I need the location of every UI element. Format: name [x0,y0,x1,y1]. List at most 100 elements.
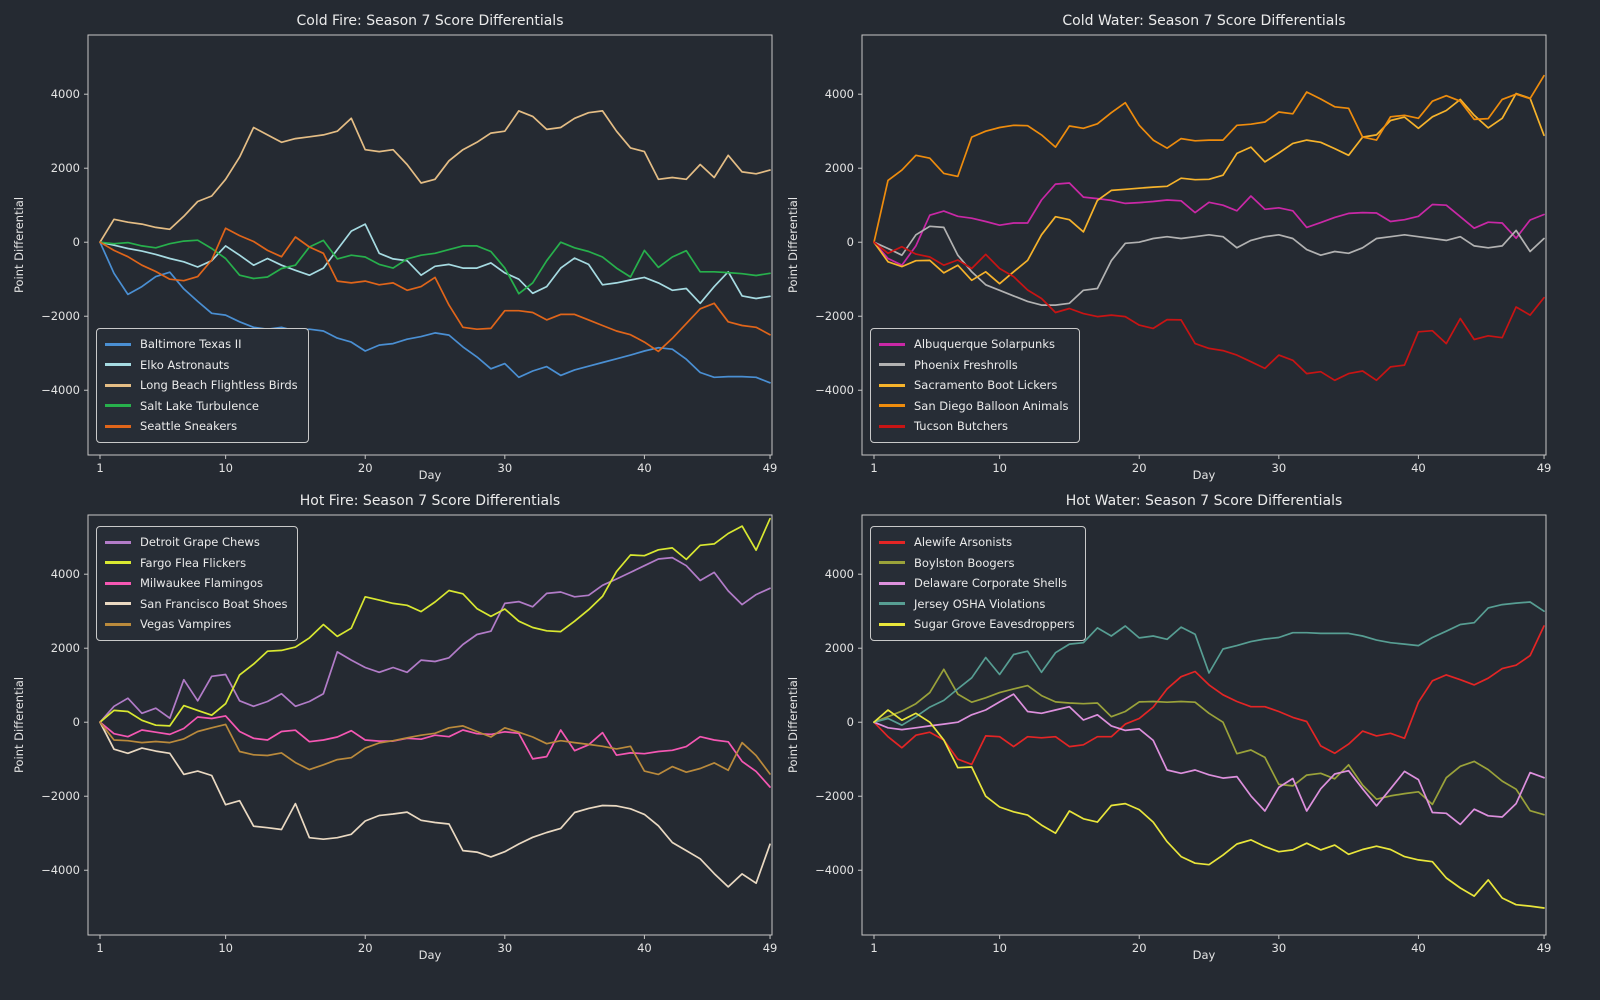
legend-item: Elko Astronauts [105,355,298,376]
subplot: 1 10 20 30 40 49 −4000 −2000 0 2000 4000 [41,514,778,955]
y-tick-label: −2000 [815,309,854,323]
series-line [873,92,1545,285]
legend-item: Milwaukee Flamingos [105,573,287,594]
x-tick-label: 40 [1411,941,1426,955]
y-tick-label: 2000 [51,161,80,175]
subplot: 1 10 20 30 40 49 −4000 −2000 0 2000 4000 [41,34,778,475]
legend-swatch [879,540,905,544]
axes-frame [87,514,773,936]
y-axis-label: Point Differential [12,676,26,774]
legend-label: Long Beach Flightless Birds [140,378,298,393]
legend-swatch [105,404,131,408]
y-tick-label: −4000 [41,383,80,397]
legend-item: Salt Lake Turbulence [105,396,298,417]
x-tick-label: 49 [1537,461,1552,475]
x-tick-label: 1 [870,461,877,475]
legend-cold-fire: Baltimore Texas II Elko Astronauts Long Be… [96,328,309,443]
y-tick-label: 4000 [825,567,854,581]
y-tick-label: 2000 [51,641,80,655]
x-tick-label: 20 [358,941,373,955]
legend-swatch [105,383,131,387]
chart-title-cold-water: Cold Water: Season 7 Score Differentials [1062,13,1346,29]
series-line [873,601,1545,727]
legend-label: Fargo Flea Flickers [140,555,247,570]
series-line [873,693,1545,826]
legend-item: Alewife Arsonists [879,532,1075,553]
series-line [873,225,1545,306]
legend-item: Baltimore Texas II [105,334,298,355]
legend-swatch [105,561,131,565]
legend-label: Vegas Vampires [140,617,232,632]
x-tick-label: 40 [637,461,652,475]
series-line [873,182,1545,267]
legend-swatch [879,383,905,387]
legend-swatch [105,602,131,606]
legend-item: Sugar Grove Eavesdroppers [879,614,1075,635]
legend-item: Sacramento Boot Lickers [879,375,1069,396]
y-tick-label: −2000 [41,789,80,803]
y-tick-label: 0 [73,235,80,249]
legend-item: Seattle Sneakers [105,416,298,437]
x-tick-label: 1 [96,941,103,955]
x-axis-label: Day [1192,948,1216,962]
legend-item: Vegas Vampires [105,614,287,635]
x-tick-label: 10 [992,941,1007,955]
x-axis-label: Day [418,948,442,962]
legend-swatch [879,342,905,346]
x-tick-label: 40 [1411,461,1426,475]
axes-frame [861,514,1547,936]
legend-item: Delaware Corporate Shells [879,573,1075,594]
legend-label: Sacramento Boot Lickers [914,378,1058,393]
legend-label: Jersey OSHA Violations [914,596,1046,611]
legend-item: Long Beach Flightless Birds [105,375,298,396]
x-tick-label: 1 [870,941,877,955]
y-tick-label: −4000 [41,863,80,877]
legend-item: Tucson Butchers [879,416,1069,437]
legend-swatch [879,363,905,367]
x-tick-label: 1 [96,461,103,475]
legend-item: Albuquerque Solarpunks [879,334,1069,355]
series-line [873,625,1545,766]
legend-hot-fire: Detroit Grape Chews Fargo Flea Flickers Mi… [96,526,299,641]
legend-label: Alewife Arsonists [914,535,1013,550]
series-line [99,556,771,724]
series-line [99,241,771,384]
y-tick-label: 4000 [51,87,80,101]
series-line [99,239,771,295]
y-tick-label: 0 [847,715,854,729]
legend-label: Baltimore Texas II [140,337,242,352]
legend-swatch [105,424,131,428]
legend-label: Salt Lake Turbulence [140,398,259,413]
y-axis-label: Point Differential [12,196,26,294]
x-tick-label: 30 [498,461,513,475]
legend-label: Detroit Grape Chews [140,535,260,550]
x-tick-label: 20 [358,461,373,475]
y-tick-label: 4000 [51,567,80,581]
axes-frame [861,34,1547,456]
legend-label: San Diego Balloon Animals [914,398,1069,413]
x-tick-label: 49 [763,461,778,475]
legend-label: Seattle Sneakers [140,419,238,434]
y-tick-label: −4000 [815,383,854,397]
y-axis-label: Point Differential [786,676,800,774]
legend-label: Sugar Grove Eavesdroppers [914,617,1075,632]
legend-label: San Francisco Boat Shoes [140,596,288,611]
legend-label: Delaware Corporate Shells [914,576,1068,591]
legend-swatch [879,561,905,565]
series-line [99,517,771,727]
chart-title-hot-fire: Hot Fire: Season 7 Score Differentials [299,493,561,509]
legend-item: Detroit Grape Chews [105,532,287,553]
axes-frame [87,34,773,456]
legend-label: Phoenix Freshrolls [914,357,1018,372]
y-tick-label: −2000 [815,789,854,803]
x-tick-label: 49 [763,941,778,955]
series-line [99,223,771,305]
chart-title-hot-water: Hot Water: Season 7 Score Differentials [1065,493,1343,509]
legend-swatch [879,602,905,606]
legend-label: Boylston Boogers [914,555,1015,570]
y-tick-label: 0 [847,235,854,249]
legend-item: Boylston Boogers [879,553,1075,574]
subplot: 1 10 20 30 40 49 −4000 −2000 0 2000 4000 [815,514,1551,955]
legend-swatch [879,622,905,626]
